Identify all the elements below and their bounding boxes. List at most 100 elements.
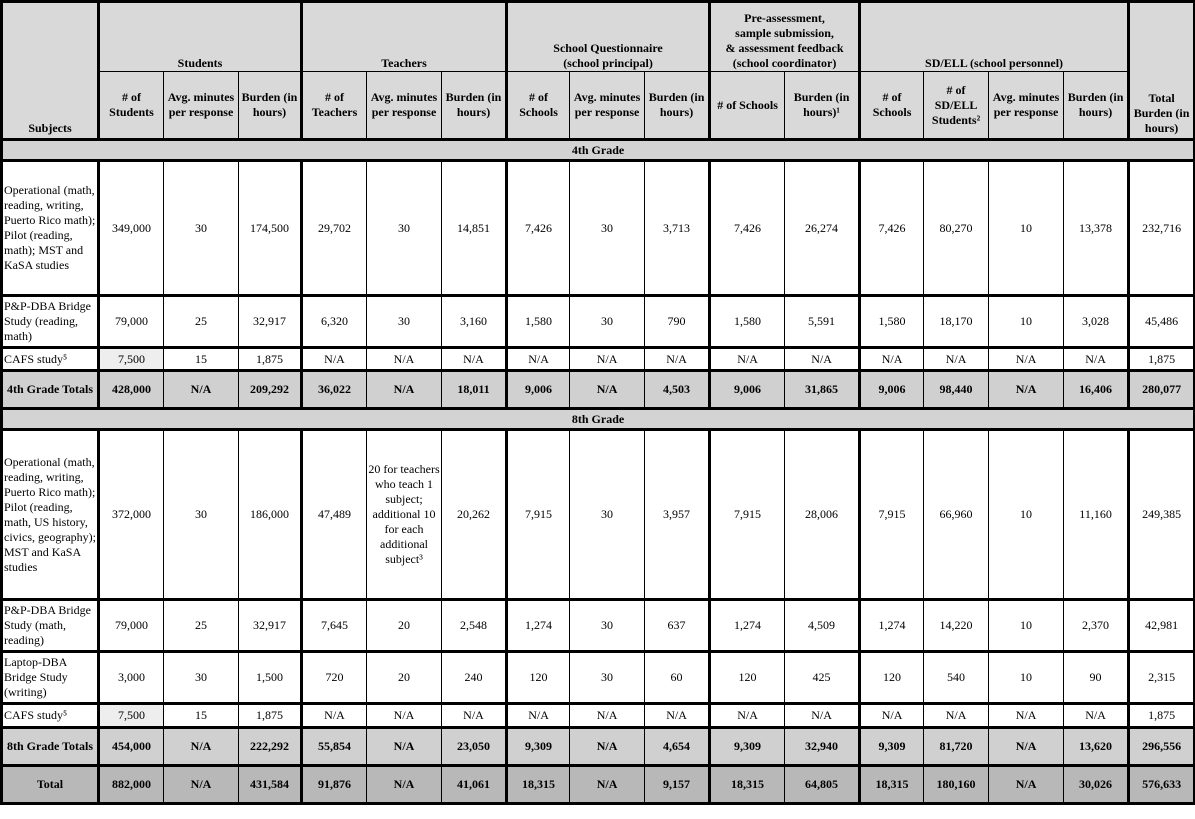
value-cell: 222,292 — [238, 726, 302, 766]
column-header: Burden (in hours) — [1063, 71, 1130, 140]
value-cell: 18,011 — [440, 369, 508, 409]
value-cell: 10 — [988, 159, 1065, 296]
value-cell: 18,315 — [505, 764, 571, 804]
value-cell: 91,876 — [300, 764, 367, 804]
value-cell: 2,548 — [440, 598, 508, 652]
column-header: Avg. minutes per response — [366, 71, 442, 140]
grade-section-title: 8th Grade — [0, 407, 1195, 430]
value-cell: 23,050 — [440, 726, 508, 766]
value-cell: N/A — [440, 702, 508, 728]
value-cell: N/A — [784, 346, 861, 371]
subject-cell: Operational (math, reading, writing, Pue… — [1, 428, 99, 600]
value-cell: N/A — [300, 702, 367, 728]
value-cell: 9,157 — [644, 764, 711, 804]
column-header: Burden (in hours) — [238, 71, 302, 140]
value-cell: 9,309 — [708, 726, 786, 766]
table-row: Operational (math, reading, writing, Pue… — [1, 428, 1195, 600]
value-cell: 7,426 — [505, 159, 571, 296]
value-cell: 4,654 — [644, 726, 711, 766]
value-cell: 7,500 — [97, 702, 164, 728]
value-cell: 79,000 — [97, 294, 164, 348]
value-cell: 18,315 — [708, 764, 786, 804]
value-cell: N/A — [923, 346, 990, 371]
value-cell: 30,026 — [1063, 764, 1130, 804]
value-cell: 1,274 — [505, 598, 571, 652]
column-header: Avg. minutes per response — [163, 71, 239, 140]
value-cell: 41,061 — [440, 764, 508, 804]
value-cell: 7,915 — [858, 428, 925, 600]
value-cell: 1,580 — [858, 294, 925, 348]
sdell-group-header: SD/ELL (school personnel) — [858, 1, 1130, 72]
value-cell: 249,385 — [1127, 428, 1195, 600]
value-cell: 9,006 — [858, 369, 925, 409]
value-cell: 3,000 — [97, 650, 164, 704]
value-cell: 7,645 — [300, 598, 367, 652]
value-cell: N/A — [1063, 346, 1130, 371]
value-cell: N/A — [366, 726, 442, 766]
value-cell: 47,489 — [300, 428, 367, 600]
value-cell: 4,509 — [784, 598, 861, 652]
value-cell: 174,500 — [238, 159, 302, 296]
value-cell: N/A — [1063, 702, 1130, 728]
column-header: Burden (in hours) — [644, 71, 711, 140]
students-group-header: Students — [97, 1, 302, 72]
pre-assessment-group-header: Pre-assessment, sample submission, & ass… — [708, 1, 861, 72]
value-cell: 55,854 — [300, 726, 367, 766]
value-cell: 1,875 — [1127, 346, 1195, 371]
value-cell: 79,000 — [97, 598, 164, 652]
value-cell: N/A — [366, 369, 442, 409]
value-cell: 1,875 — [238, 702, 302, 728]
table-row: P&P-DBA Bridge Study (math, reading) 79,0… — [1, 598, 1195, 652]
column-header: Avg. minutes per response — [569, 71, 646, 140]
value-cell: 32,940 — [784, 726, 861, 766]
column-header: # of SD/ELL Students² — [923, 71, 990, 140]
totals-row: 8th Grade Totals 454,000 N/A 222,292 55,854 N… — [1, 726, 1195, 766]
value-cell: N/A — [858, 346, 925, 371]
value-cell: 9,006 — [505, 369, 571, 409]
value-cell: 25 — [163, 598, 239, 652]
value-cell: 1,274 — [858, 598, 925, 652]
value-cell: 7,426 — [858, 159, 925, 296]
value-cell: 30 — [569, 294, 646, 348]
value-cell: 30 — [366, 294, 442, 348]
value-cell: 30 — [569, 159, 646, 296]
value-cell: 720 — [300, 650, 367, 704]
value-cell: 1,274 — [708, 598, 786, 652]
column-header: # of Schools — [708, 71, 786, 140]
value-cell: N/A — [163, 369, 239, 409]
value-cell: 20 — [366, 598, 442, 652]
value-cell: 3,713 — [644, 159, 711, 296]
column-header: # of Schools — [858, 71, 925, 140]
value-cell: 36,022 — [300, 369, 367, 409]
value-cell: N/A — [569, 764, 646, 804]
column-header: Avg. minutes per response — [988, 71, 1065, 140]
table-row: Operational (math, reading, writing, Pue… — [1, 159, 1195, 296]
value-cell: 3,957 — [644, 428, 711, 600]
value-cell: 30 — [569, 428, 646, 600]
value-cell: 7,426 — [708, 159, 786, 296]
value-cell: N/A — [300, 346, 367, 371]
value-cell: 13,620 — [1063, 726, 1130, 766]
value-cell: 32,917 — [238, 294, 302, 348]
value-cell: 2,370 — [1063, 598, 1130, 652]
subject-cell: CAFS study⁵ — [1, 702, 99, 728]
value-cell: 26,274 — [784, 159, 861, 296]
value-cell: 30 — [163, 159, 239, 296]
value-cell: 576,633 — [1127, 764, 1195, 804]
table-row: Laptop-DBA Bridge Study (writing) 3,000 30… — [1, 650, 1195, 704]
value-cell: 66,960 — [923, 428, 990, 600]
subject-cell: Laptop-DBA Bridge Study (writing) — [1, 650, 99, 704]
value-cell: 454,000 — [97, 726, 164, 766]
value-cell: 25 — [163, 294, 239, 348]
value-cell: 5,591 — [784, 294, 861, 348]
value-cell: 120 — [858, 650, 925, 704]
value-cell: 15 — [163, 346, 239, 371]
value-cell: 3,160 — [440, 294, 508, 348]
value-cell: N/A — [784, 702, 861, 728]
value-cell: 9,309 — [858, 726, 925, 766]
value-cell: N/A — [163, 726, 239, 766]
value-cell: 9,309 — [505, 726, 571, 766]
value-cell: N/A — [988, 369, 1065, 409]
grade-section-row: 4th Grade — [0, 138, 1195, 161]
value-cell: N/A — [569, 346, 646, 371]
